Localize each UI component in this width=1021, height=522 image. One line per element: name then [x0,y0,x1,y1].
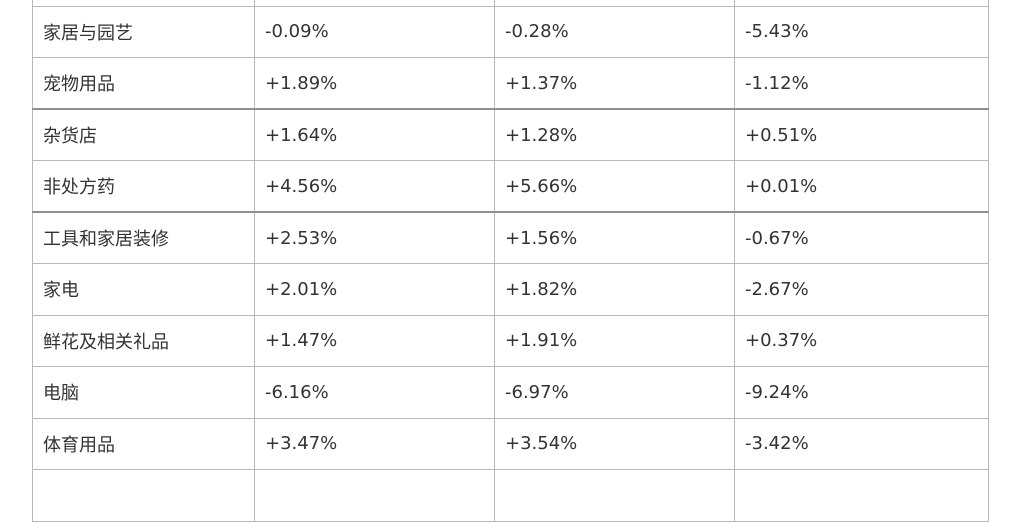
table-row: 非处方药 +4.56% +5.66% +0.01% [32,160,989,213]
value-cell: +1.28% [494,108,735,161]
value-cell: -3.42% [734,417,989,470]
data-table-container: 家居与园艺 -0.09% -0.28% -5.43% 宠物用品 +1.89% +… [32,0,989,522]
value-cell: +1.64% [254,108,495,161]
table-row: 家居与园艺 -0.09% -0.28% -5.43% [32,5,989,58]
table-row: 电脑 -6.16% -6.97% -9.24% [32,366,989,419]
category-change-table: 家居与园艺 -0.09% -0.28% -5.43% 宠物用品 +1.89% +… [32,0,989,522]
value-cell: +4.56% [254,160,495,213]
value-cell: -6.97% [494,366,735,419]
category-cell: 家电 [32,263,255,316]
value-cell: -0.09% [254,5,495,58]
value-cell: -2.67% [734,263,989,316]
value-cell: +0.51% [734,108,989,161]
value-cell: +1.82% [494,263,735,316]
category-cell: 鲜花及相关礼品 [32,314,255,367]
value-cell: +1.56% [494,211,735,264]
value-cell: +1.47% [254,314,495,367]
table-row: 体育用品 +3.47% +3.54% -3.42% [32,417,989,470]
table-row [32,469,989,522]
value-cell [254,469,495,522]
value-cell: +1.37% [494,57,735,110]
category-cell: 体育用品 [32,417,255,470]
value-cell: -5.43% [734,5,989,58]
category-cell: 电脑 [32,366,255,419]
value-cell: -0.28% [494,5,735,58]
category-cell: 杂货店 [32,108,255,161]
value-cell: -0.67% [734,211,989,264]
category-cell: 家居与园艺 [32,5,255,58]
value-cell: -6.16% [254,366,495,419]
value-cell: -1.12% [734,57,989,110]
value-cell: +3.47% [254,417,495,470]
value-cell: -9.24% [734,366,989,419]
value-cell: +1.89% [254,57,495,110]
table-row: 鲜花及相关礼品 +1.47% +1.91% +0.37% [32,314,989,367]
category-cell [32,469,255,522]
value-cell: +3.54% [494,417,735,470]
value-cell: +0.01% [734,160,989,213]
value-cell: +5.66% [494,160,735,213]
category-cell: 非处方药 [32,160,255,213]
table-row: 家电 +2.01% +1.82% -2.67% [32,263,989,316]
value-cell: +0.37% [734,314,989,367]
table-row: 杂货店 +1.64% +1.28% +0.51% [32,108,989,161]
table-row: 工具和家居装修 +2.53% +1.56% -0.67% [32,211,989,264]
value-cell [734,469,989,522]
value-cell: +2.01% [254,263,495,316]
value-cell [494,469,735,522]
value-cell: +2.53% [254,211,495,264]
category-cell: 工具和家居装修 [32,211,255,264]
value-cell: +1.91% [494,314,735,367]
table-row: 宠物用品 +1.89% +1.37% -1.12% [32,57,989,110]
category-cell: 宠物用品 [32,57,255,110]
